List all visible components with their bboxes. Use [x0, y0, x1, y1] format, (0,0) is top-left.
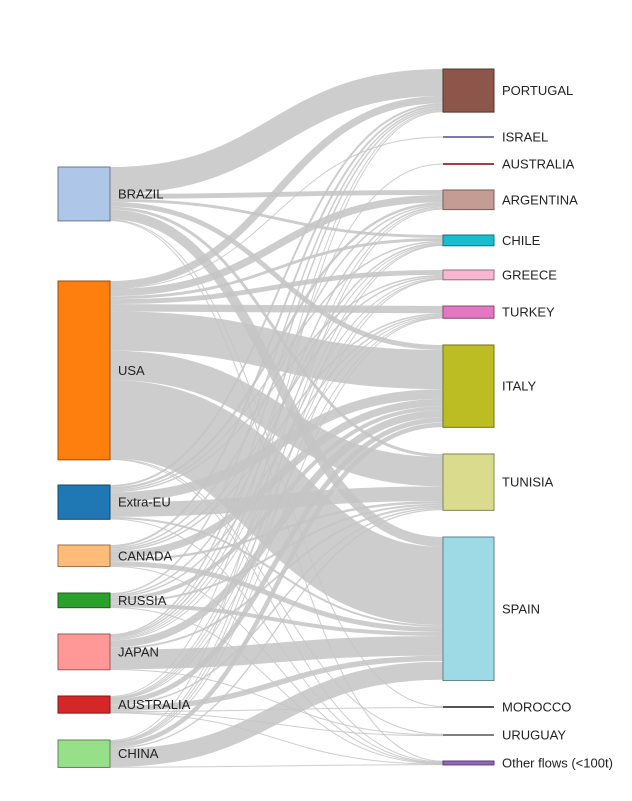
label-source-brazil: BRAZIL [118, 186, 164, 201]
node-target-turkey [442, 305, 495, 319]
label-target-portugal: PORTUGAL [502, 83, 573, 98]
label-target-morocco: MOROCCO [502, 700, 571, 715]
node-source-japan [57, 633, 111, 671]
node-target-greece [442, 269, 495, 281]
link-australia-to-turkey [109, 317, 444, 700]
link-canada-to-portugal [109, 105, 444, 547]
label-target-israel: ISRAEL [502, 130, 548, 145]
node-target-argentina [442, 189, 495, 211]
node-target-spain [442, 536, 495, 682]
node-source-australia [57, 695, 111, 714]
node-target-uruguay [443, 734, 494, 736]
link-russia-to-chile [109, 242, 444, 596]
node-target-portugal [442, 68, 495, 113]
link-china-to-tunisia [109, 508, 444, 749]
sankey-nodes [57, 68, 495, 768]
link-russia-to-tunisia [109, 503, 444, 604]
link-australia-to-greece [109, 278, 444, 700]
link-canada-to-argentina [109, 204, 444, 549]
label-source-russia: RUSSIA [118, 593, 167, 608]
sankey-links [108, 69, 445, 768]
link-extra-eu-to-chile [109, 240, 444, 491]
label-source-japan: JAPAN [118, 644, 159, 659]
sankey-labels: BRAZIL USA Extra-EU CANADA RUSSIA JAPAN AUSTRA… [118, 83, 613, 770]
label-target-turkey: TURKEY [502, 305, 555, 320]
label-source-canada: CANADA [118, 548, 173, 563]
link-usa-to-israel [109, 136, 444, 290]
node-source-canada [57, 544, 111, 568]
link-usa-to-portugal [109, 95, 444, 289]
link-extra-eu-to-argentina [109, 202, 444, 490]
link-usa-to-chile [109, 237, 444, 300]
node-target-australia [443, 163, 494, 165]
link-extra-eu-to-other-flows-100t [109, 518, 444, 764]
label-source-usa: USA [118, 363, 145, 378]
label-target-australia: AUSTRALIA [502, 157, 575, 172]
label-source-china: CHINA [118, 746, 159, 761]
node-target-other-flows-100t [442, 760, 495, 766]
link-china-to-chile [109, 245, 444, 743]
link-russia-to-turkey [109, 314, 444, 598]
label-target-italy: ITALY [502, 379, 537, 394]
link-usa-to-turkey [109, 304, 444, 314]
label-target-argentina: ARGENTINA [502, 192, 578, 207]
node-target-tunisia [442, 453, 495, 511]
link-australia-to-argentina [109, 207, 444, 698]
node-target-chile [442, 234, 495, 247]
link-china-to-italy [109, 422, 444, 748]
link-china-to-greece [109, 279, 444, 743]
link-brazil-to-portugal [109, 69, 444, 194]
label-target-chile: CHILE [502, 233, 541, 248]
node-source-extra-eu [57, 484, 111, 520]
link-extra-eu-to-italy [109, 389, 444, 503]
link-japan-to-australia [109, 163, 444, 637]
link-usa-to-greece [109, 270, 444, 305]
label-target-tunisia: TUNISIA [502, 475, 554, 490]
link-russia-to-spain [109, 603, 444, 636]
link-canada-to-turkey [109, 313, 444, 552]
node-target-morocco [443, 706, 494, 708]
link-china-to-spain [109, 661, 444, 767]
label-target-greece: GREECE [502, 267, 557, 282]
label-source-extra-eu: Extra-EU [118, 495, 171, 510]
link-japan-to-turkey [109, 316, 444, 641]
link-canada-to-spain [109, 561, 444, 633]
link-japan-to-tunisia [109, 505, 444, 650]
node-target-italy [442, 344, 495, 428]
node-target-israel [443, 136, 494, 138]
link-australia-to-spain [109, 655, 444, 712]
link-australia-to-tunisia [109, 507, 444, 706]
link-extra-eu-to-greece [109, 274, 444, 493]
link-china-to-portugal [109, 111, 444, 741]
label-target-uruguay: URUGUAY [502, 728, 566, 743]
link-japan-to-portugal [109, 108, 444, 636]
link-russia-to-portugal [109, 107, 444, 595]
link-canada-to-greece [109, 276, 444, 550]
link-china-to-argentina [109, 208, 444, 742]
link-japan-to-argentina [109, 206, 444, 638]
link-russia-to-italy [109, 406, 444, 602]
link-extra-eu-to-portugal [109, 103, 444, 487]
label-source-australia: AUSTRALIA [118, 697, 191, 712]
label-target-other-flows-100t: Other flows (<100t) [502, 755, 613, 770]
link-japan-to-chile [109, 243, 444, 639]
label-target-spain: SPAIN [502, 601, 540, 616]
node-source-brazil [57, 166, 111, 222]
link-australia-to-chile [109, 244, 444, 699]
link-usa-to-argentina [109, 194, 444, 297]
link-australia-to-italy [109, 417, 444, 705]
node-source-china [57, 739, 111, 768]
node-source-russia [57, 592, 111, 609]
link-australia-to-portugal [109, 110, 444, 697]
link-japan-to-greece [109, 277, 444, 640]
link-china-to-turkey [109, 317, 444, 744]
link-japan-to-italy [109, 410, 444, 648]
link-japan-to-spain [109, 635, 444, 670]
node-source-usa [57, 280, 111, 461]
link-japan-to-uruguay [109, 669, 444, 736]
link-china-to-other-flows-100t [109, 764, 444, 768]
